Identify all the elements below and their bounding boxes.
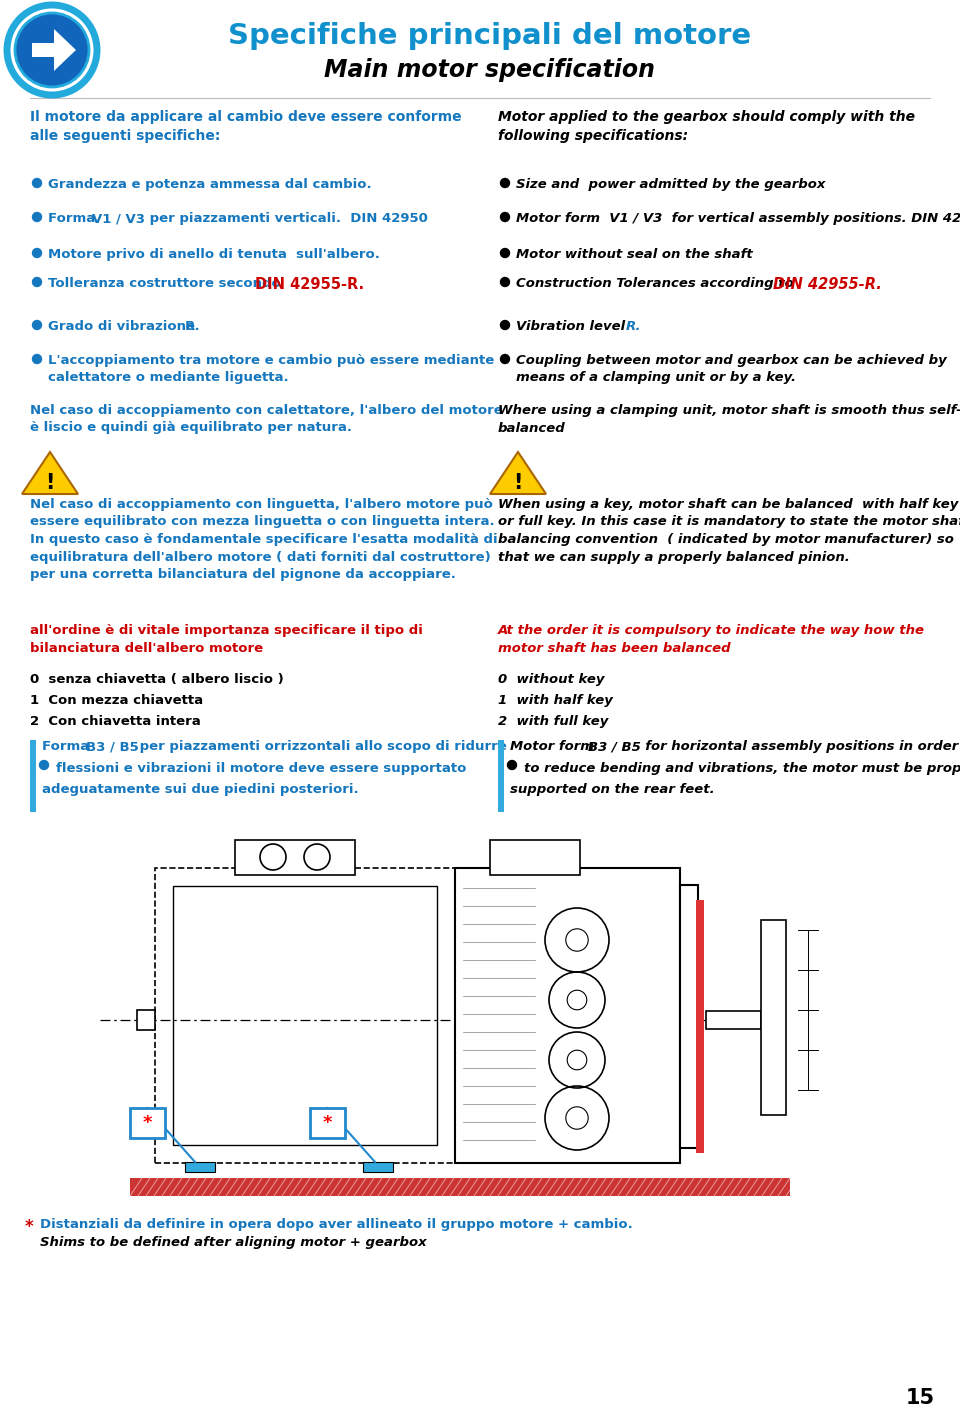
Text: 0  senza chiavetta ( albero liscio ): 0 senza chiavetta ( albero liscio ): [30, 673, 284, 687]
Text: Shims to be defined after aligning motor + gearbox: Shims to be defined after aligning motor…: [40, 1237, 426, 1249]
Circle shape: [33, 179, 41, 188]
Text: !: !: [514, 472, 522, 493]
Bar: [310, 1108, 345, 1138]
Text: Specifiche principali del motore: Specifiche principali del motore: [228, 23, 752, 49]
Text: *: *: [25, 1218, 34, 1237]
Text: 1  with half key: 1 with half key: [498, 694, 612, 706]
Text: Forma: Forma: [48, 212, 100, 226]
Bar: [706, 1011, 761, 1029]
Text: Il motore da applicare al cambio deve essere conforme
alle seguenti specifiche:: Il motore da applicare al cambio deve es…: [30, 110, 462, 142]
Text: !: !: [45, 472, 55, 493]
Polygon shape: [490, 453, 546, 494]
Text: 0  without key: 0 without key: [498, 673, 605, 687]
Bar: [155, 869, 455, 1163]
Text: When using a key, motor shaft can be balanced  with half key
or full key. In thi: When using a key, motor shaft can be bal…: [498, 498, 960, 564]
FancyBboxPatch shape: [30, 740, 36, 812]
Ellipse shape: [15, 13, 89, 87]
Text: At the order it is compulsory to indicate the way how the
motor shaft has been b: At the order it is compulsory to indicat…: [498, 625, 925, 654]
Bar: [363, 1162, 393, 1172]
Text: per piazzamenti orrizzontali allo scopo di ridurre: per piazzamenti orrizzontali allo scopo …: [135, 740, 507, 753]
Text: 2  with full key: 2 with full key: [498, 715, 609, 728]
Text: Forma: Forma: [42, 740, 94, 753]
Bar: [696, 900, 704, 1153]
Text: Nel caso di accoppiamento con linguetta, l'albero motore può
essere equilibrato : Nel caso di accoppiamento con linguetta,…: [30, 498, 497, 581]
Bar: [173, 885, 437, 1145]
Text: 2  Con chiavetta intera: 2 Con chiavetta intera: [30, 715, 201, 728]
Polygon shape: [32, 30, 76, 70]
Text: 15: 15: [906, 1387, 935, 1409]
Text: Coupling between motor and gearbox can be achieved by
means of a clamping unit o: Coupling between motor and gearbox can b…: [516, 354, 947, 385]
Text: B3 / B5: B3 / B5: [588, 740, 641, 753]
Text: Motore privo di anello di tenuta  sull'albero.: Motore privo di anello di tenuta sull'al…: [48, 248, 380, 261]
Circle shape: [500, 179, 510, 188]
Text: Motor form  V1 / V3  for vertical assembly positions. DIN 42950: Motor form V1 / V3 for vertical assembly…: [516, 212, 960, 226]
Circle shape: [500, 320, 510, 330]
Text: V1 / V3: V1 / V3: [92, 212, 145, 226]
Text: per piazzamenti verticali.  DIN 42950: per piazzamenti verticali. DIN 42950: [145, 212, 428, 226]
Text: Nel caso di accoppiamento con calettatore, l'albero del motore
è liscio e quindi: Nel caso di accoppiamento con calettator…: [30, 405, 503, 434]
Circle shape: [33, 354, 41, 364]
Circle shape: [500, 278, 510, 286]
Text: L'accoppiamento tra motore e cambio può essere mediante
calettatore o mediante l: L'accoppiamento tra motore e cambio può …: [48, 354, 494, 385]
Text: DIN 42955-R.: DIN 42955-R.: [255, 276, 364, 292]
Text: Main motor specification: Main motor specification: [324, 58, 656, 82]
Circle shape: [508, 760, 516, 770]
Text: B3 / B5: B3 / B5: [86, 740, 139, 753]
Text: supported on the rear feet.: supported on the rear feet.: [510, 783, 714, 797]
Circle shape: [33, 248, 41, 258]
Bar: [137, 1010, 155, 1029]
Ellipse shape: [7, 6, 97, 94]
Text: Grado di vibrazione: Grado di vibrazione: [48, 320, 200, 333]
Text: 1  Con mezza chiavetta: 1 Con mezza chiavetta: [30, 694, 204, 706]
Bar: [130, 1108, 165, 1138]
Bar: [185, 1162, 215, 1172]
Text: for horizontal assembly positions in order: for horizontal assembly positions in ord…: [636, 740, 958, 753]
FancyBboxPatch shape: [498, 740, 504, 812]
Bar: [455, 869, 680, 1163]
Circle shape: [33, 278, 41, 286]
Circle shape: [500, 248, 510, 258]
Text: *: *: [323, 1114, 332, 1132]
Bar: [680, 885, 698, 1148]
Text: Vibration level: Vibration level: [516, 320, 635, 333]
Text: DIN 42955-R.: DIN 42955-R.: [773, 276, 881, 292]
Circle shape: [33, 320, 41, 330]
Text: flessioni e vibrazioni il motore deve essere supportato: flessioni e vibrazioni il motore deve es…: [56, 761, 467, 776]
Text: Grandezza e potenza ammessa dal cambio.: Grandezza e potenza ammessa dal cambio.: [48, 178, 372, 190]
Bar: [761, 919, 786, 1115]
Text: Construction Tolerances according to: Construction Tolerances according to: [516, 276, 803, 290]
Text: adeguatamente sui due piedini posteriori.: adeguatamente sui due piedini posteriori…: [42, 783, 359, 797]
Text: R.: R.: [185, 320, 201, 333]
Text: Motor without seal on the shaft: Motor without seal on the shaft: [516, 248, 753, 261]
Text: Size and  power admitted by the gearbox: Size and power admitted by the gearbox: [516, 178, 826, 190]
Circle shape: [33, 213, 41, 221]
Text: Distanziali da definire in opera dopo aver allineato il gruppo motore + cambio.: Distanziali da definire in opera dopo av…: [40, 1218, 633, 1231]
Bar: [490, 840, 580, 876]
Circle shape: [500, 213, 510, 221]
Text: to reduce bending and vibrations, the motor must be properly: to reduce bending and vibrations, the mo…: [524, 761, 960, 776]
Text: Where using a clamping unit, motor shaft is smooth thus self-
balanced: Where using a clamping unit, motor shaft…: [498, 405, 960, 434]
Circle shape: [500, 354, 510, 364]
Bar: [235, 840, 355, 876]
Circle shape: [39, 760, 49, 770]
Polygon shape: [22, 453, 78, 494]
Text: R.: R.: [626, 320, 641, 333]
Text: Motor form: Motor form: [510, 740, 603, 753]
Text: *: *: [142, 1114, 152, 1132]
Text: all'ordine è di vitale importanza specificare il tipo di
bilanciatura dell'alber: all'ordine è di vitale importanza specif…: [30, 625, 422, 654]
Text: Motor applied to the gearbox should comply with the
following specifications:: Motor applied to the gearbox should comp…: [498, 110, 915, 142]
Text: Tolleranza costruttore secondo: Tolleranza costruttore secondo: [48, 276, 285, 290]
FancyBboxPatch shape: [130, 1177, 790, 1196]
